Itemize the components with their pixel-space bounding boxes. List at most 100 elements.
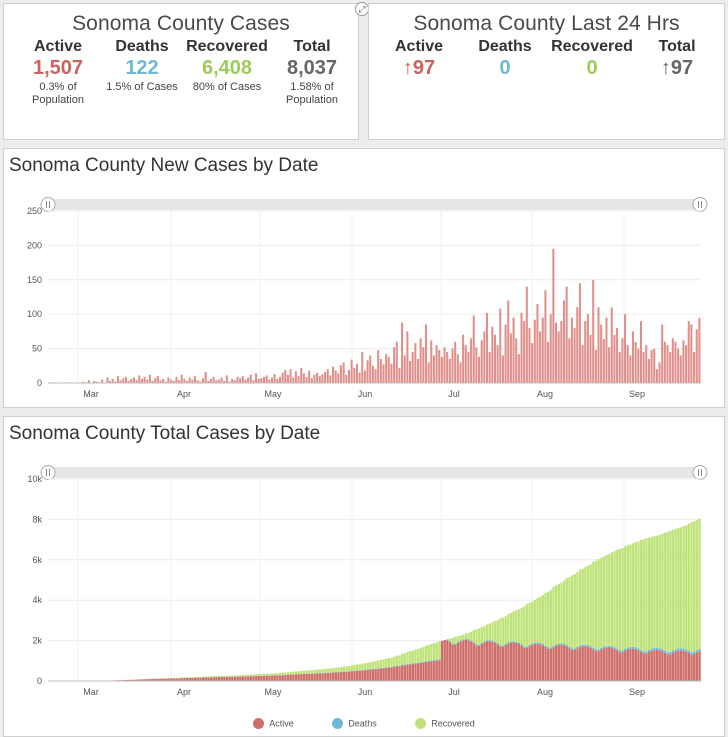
active-bar [504,645,507,681]
recovered-bar [233,675,237,677]
active-bar [265,675,269,681]
bar [345,374,348,383]
active-bar [347,671,351,681]
active-bar [480,643,484,681]
recovered-bar [512,611,515,642]
bar [201,378,205,383]
active-bar [573,650,576,681]
recovered-bar [448,638,452,642]
x-tick-label: Sep [629,687,645,697]
recovered-bar [690,522,693,653]
recovered-bar [586,565,590,646]
recovered-bar [374,661,377,669]
bar [138,375,141,383]
active-bar [491,641,494,681]
recovered-bar [480,627,484,643]
active-bar [342,671,345,681]
active-bar [409,664,412,681]
bar [509,333,512,383]
recovered-bar [637,541,640,649]
deaths-bar [385,667,388,668]
legend-item-deaths[interactable]: Deaths [332,718,377,730]
bar [478,356,481,383]
deaths-bar [594,649,598,652]
deaths-bar [666,652,669,655]
deaths-bar [631,646,635,649]
bar [217,379,220,383]
deaths-bar [605,645,608,648]
y-tick-label: 250 [27,206,42,216]
active-bar [594,651,598,681]
deaths-bar [616,648,619,651]
recovered-bar [674,528,677,650]
recovered-bar [600,557,603,648]
recovered-bar [475,629,478,645]
active-bar [217,677,221,681]
deaths-bar [422,661,425,663]
bar [385,354,388,383]
bar [661,324,664,383]
deaths-bar [592,647,595,650]
active-bar [536,643,539,681]
y-tick-label: 0 [37,378,42,388]
bar [443,347,446,383]
recovered-bar [560,582,563,644]
legend-item-active[interactable]: Active [253,718,294,730]
recovered-bar [679,527,683,649]
deaths-bar [531,643,534,645]
last24-active-stat: Active ↑97 [383,38,455,80]
bar [626,345,629,383]
bar [608,347,611,383]
deaths-bar [655,647,659,651]
bar [578,283,581,383]
recovered-bar [342,666,345,672]
bar [621,338,624,383]
legend-item-recovered[interactable]: Recovered [415,718,475,730]
active-bar [608,647,611,681]
bar [119,380,122,383]
active-bar [393,667,396,681]
active-bar [586,646,590,681]
bar [337,373,340,383]
bar [496,345,499,383]
recovered-bar [247,674,250,677]
bar [308,370,311,383]
bar [541,317,544,383]
bar [544,290,547,383]
active-bar [215,677,218,681]
scroll-handle-right [692,465,708,480]
active-bar [422,662,425,681]
active-bar [374,669,377,681]
bar [634,341,637,383]
active-bar [385,667,388,681]
bar [533,319,536,383]
bar [148,374,151,383]
bar [406,331,409,383]
expand-icon[interactable]: ⤢ [355,2,369,16]
recovered-bar [201,676,205,678]
bar [610,307,613,383]
active-bar [454,644,457,681]
recovered-note: 80% of Cases [192,81,262,93]
deaths-bar [578,645,582,648]
recovered-bar [310,670,314,674]
deaths-bar [377,668,380,669]
active-bar [382,668,385,681]
deaths-bar [565,645,568,647]
deaths-bar [501,645,505,647]
active-bar [207,677,210,681]
recovered-bar [231,675,234,677]
active-bar [493,642,497,681]
deaths-bar [698,649,701,652]
active-bar [172,678,176,681]
active-bar [464,639,468,681]
active-bar [626,649,630,681]
deaths-bar [438,659,441,661]
recovered-bar [180,677,184,679]
bar [459,362,462,383]
grip-handle-icon [692,465,708,480]
active-bar [308,673,311,681]
bar [631,331,635,383]
bar [647,358,650,383]
deaths-bar [669,651,672,655]
